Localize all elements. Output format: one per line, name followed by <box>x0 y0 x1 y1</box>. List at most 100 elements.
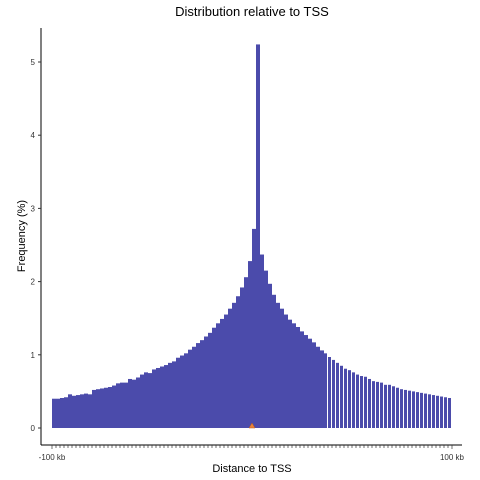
histogram-bar <box>324 353 327 428</box>
histogram-bar <box>152 369 156 428</box>
histogram-bar <box>156 367 160 428</box>
histogram-bar <box>196 343 200 428</box>
histogram-bar <box>384 384 387 428</box>
histogram-bar <box>240 287 244 428</box>
histogram-bar <box>428 394 431 428</box>
histogram-bar <box>148 373 152 428</box>
histogram-bar <box>364 376 367 428</box>
x-axis: -100 kb 100 kb <box>39 444 465 462</box>
histogram-bar <box>192 346 196 428</box>
histogram-bar <box>80 394 84 428</box>
histogram-bar <box>72 395 76 428</box>
histogram-bar <box>172 361 176 428</box>
histogram-bar <box>208 332 212 428</box>
histogram-bar <box>436 395 439 428</box>
histogram-bar <box>368 378 371 428</box>
histogram-bar <box>316 346 320 428</box>
y-tick-label: 1 <box>31 351 36 360</box>
histogram-bar <box>164 365 168 428</box>
histogram-bar <box>448 397 451 428</box>
histogram-bar <box>116 383 120 428</box>
histogram-bar <box>200 340 204 428</box>
histogram-bar <box>304 335 308 428</box>
histogram-bar <box>184 353 188 428</box>
histogram-bar <box>276 302 280 428</box>
histogram-bar <box>332 359 335 428</box>
histogram-bar <box>268 283 272 428</box>
histogram-bar <box>264 270 268 428</box>
histogram-bar <box>84 393 88 428</box>
histogram-bar <box>216 323 220 428</box>
histogram-bar <box>140 374 144 428</box>
histogram-bar <box>312 342 316 428</box>
histogram-bar <box>180 355 184 428</box>
histogram-bar <box>108 387 112 428</box>
histogram-bar <box>124 382 128 428</box>
histogram-bar <box>92 389 96 428</box>
y-tick-label: 0 <box>31 424 36 433</box>
histogram-bar <box>220 318 224 428</box>
histogram-bar <box>60 397 64 428</box>
histogram-bar <box>76 395 80 428</box>
histogram-bar <box>64 397 68 428</box>
bars-layer <box>52 44 451 429</box>
histogram-bar <box>412 391 415 428</box>
histogram-bar <box>136 377 140 428</box>
histogram-bar <box>100 388 104 428</box>
x-axis-title: Distance to TSS <box>212 463 291 475</box>
x-tick-label: 100 kb <box>440 453 465 462</box>
histogram-bar <box>344 368 347 428</box>
histogram-bar <box>388 384 391 428</box>
y-axis-title: Frequency (%) <box>16 200 28 272</box>
histogram-bar <box>432 395 435 428</box>
histogram-bar <box>228 308 232 428</box>
histogram-bar <box>352 372 355 428</box>
histogram-bar <box>272 294 276 428</box>
histogram-bar <box>112 385 116 428</box>
histogram-bar <box>380 382 383 428</box>
histogram-bar <box>336 362 339 428</box>
tss-marker <box>248 422 256 429</box>
histogram-bar <box>260 254 264 428</box>
histogram-bar <box>188 349 192 428</box>
histogram-bar <box>224 314 228 428</box>
histogram-bar <box>256 44 260 429</box>
marker-layer <box>248 422 256 429</box>
histogram-bar <box>416 392 419 428</box>
histogram-bar <box>88 394 92 428</box>
histogram-bar <box>128 378 132 428</box>
histogram-bar <box>232 302 236 428</box>
histogram-bar <box>68 394 72 428</box>
histogram-bar <box>96 389 100 428</box>
chart-title: Distribution relative to TSS <box>175 4 329 19</box>
x-tick-label: -100 kb <box>39 453 66 462</box>
histogram-bar <box>120 382 124 428</box>
histogram-bar <box>376 381 379 428</box>
histogram-bar <box>328 357 331 428</box>
histogram-bar <box>340 365 343 428</box>
histogram-bar <box>308 338 312 428</box>
histogram-bar <box>400 389 403 428</box>
y-tick-label: 4 <box>31 131 36 140</box>
histogram-bar <box>204 336 208 428</box>
histogram-bar <box>360 376 363 428</box>
histogram-bar <box>168 362 172 428</box>
y-tick-label: 3 <box>31 204 36 213</box>
histogram-bar <box>52 398 56 428</box>
histogram-bar <box>320 350 324 428</box>
y-tick-label: 5 <box>31 58 36 67</box>
histogram-bar <box>292 323 296 428</box>
histogram-bar <box>176 357 180 428</box>
histogram-bar <box>424 393 427 428</box>
histogram-bar <box>440 396 443 428</box>
y-axis: 0 1 2 3 4 5 <box>31 28 42 445</box>
histogram-bar <box>252 228 256 428</box>
histogram-bar <box>284 314 288 428</box>
histogram-bar <box>104 387 108 428</box>
histogram-bar <box>396 387 399 428</box>
histogram-bar <box>300 331 304 428</box>
histogram-bar <box>408 390 411 428</box>
histogram-bar <box>356 374 359 428</box>
y-tick-label: 2 <box>31 278 36 287</box>
